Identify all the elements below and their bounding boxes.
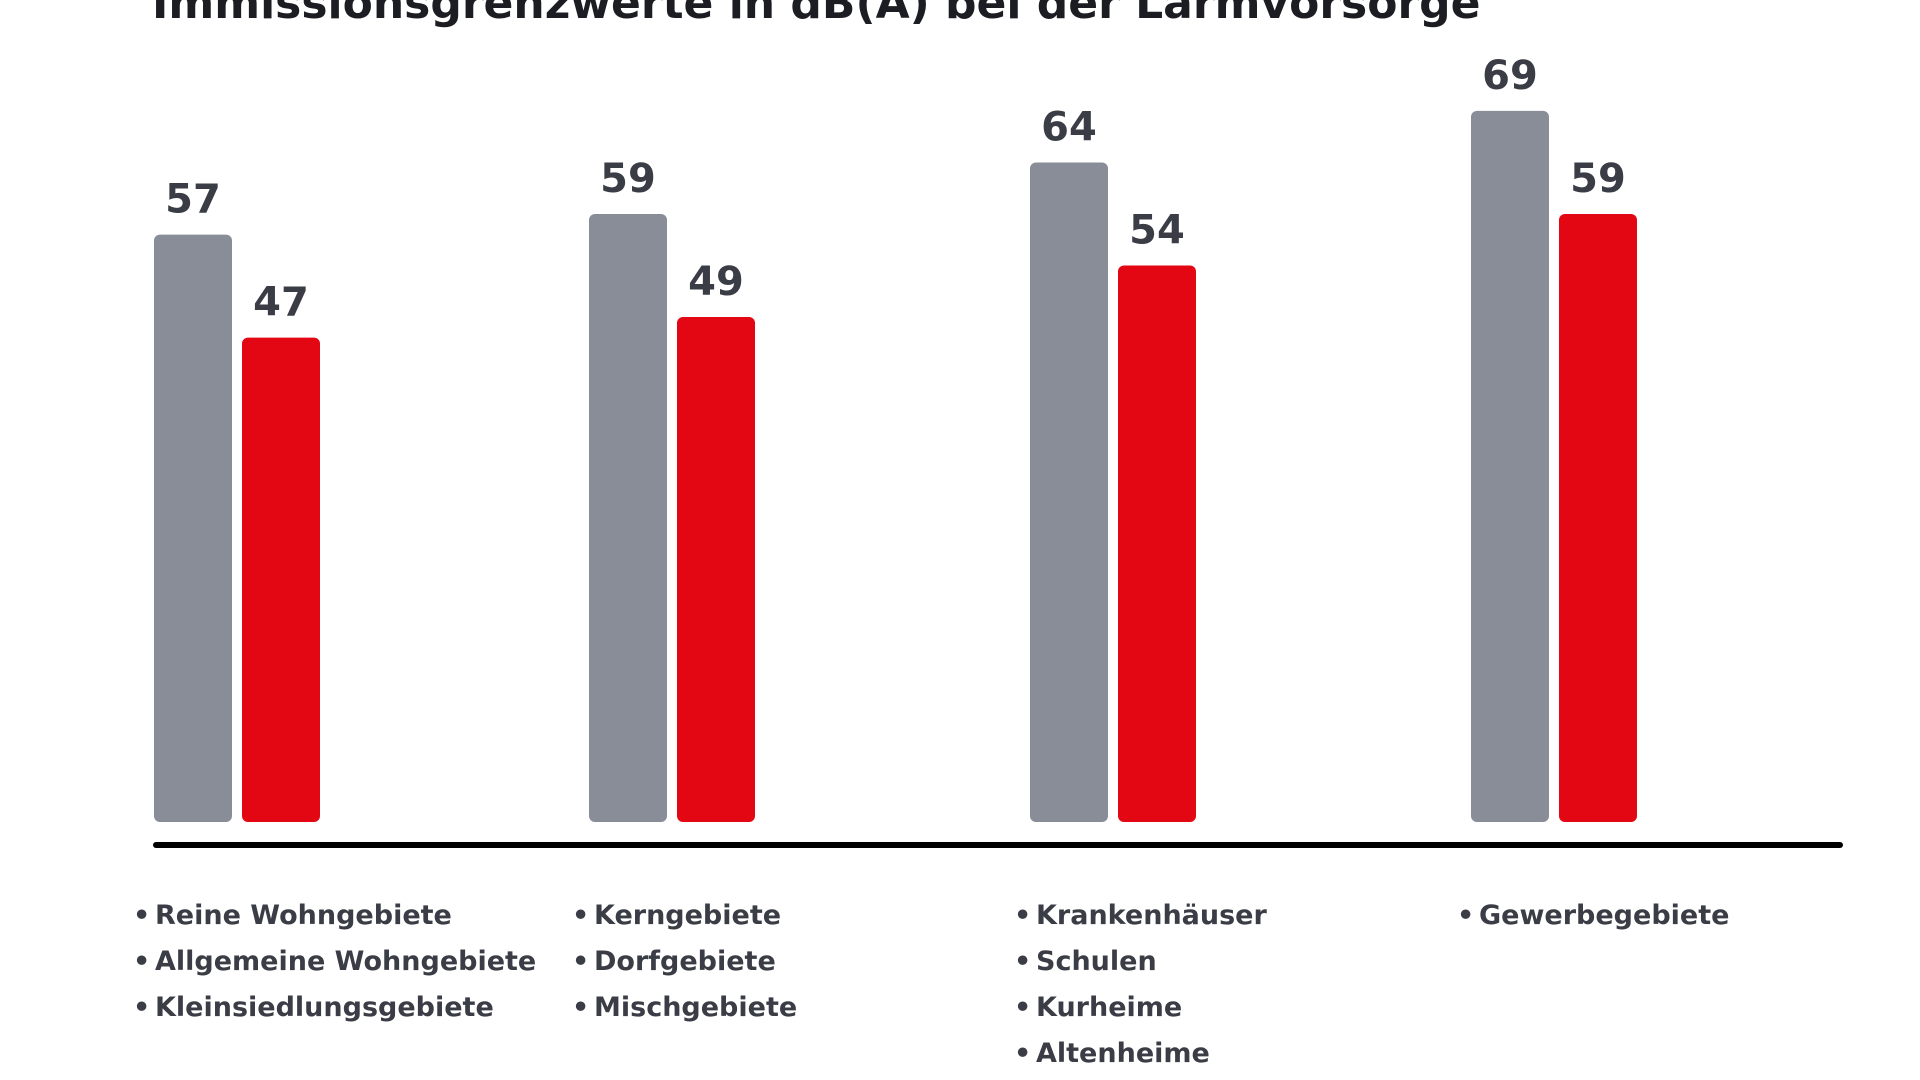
value-label-series2-group1: 47 [253,280,309,326]
bar-series1-group2 [589,213,667,822]
value-label-series1-group4: 69 [1482,53,1538,99]
category-label: Kurheime [1036,992,1183,1023]
value-label-series1-group3: 64 [1041,104,1097,150]
category-item: • Kurheime [1014,985,1267,1031]
bullet-icon: • [133,900,151,931]
bar-series2-group1 [242,337,320,822]
bar-series1-group3 [1030,162,1108,822]
bullet-icon: • [1014,900,1032,931]
category-label: Kerngebiete [594,900,782,931]
bullet-icon: • [1014,992,1032,1023]
category-list-group1: • Reine Wohngebiete • Allgemeine Wohngebiet… [133,893,536,1031]
category-item: • Reine Wohngebiete [133,893,536,939]
category-item: • Dorfgebiete [572,939,797,985]
bullet-icon: • [1457,900,1475,931]
value-labels-layer: 57 59 64 69 47 49 54 59 [165,53,1626,326]
bullet-icon: • [572,900,590,931]
category-item: • Schulen [1014,939,1267,985]
category-list-group3: • Krankenhäuser • Schulen • Kurheime • Altenhei… [1014,893,1267,1077]
bars-layer [154,110,1637,823]
category-label: Kleinsiedlungsgebiete [155,992,494,1023]
chart-title: Immissionsgrenzwerte in dB(A) bei der Lä… [152,0,1481,29]
category-item: • Gewerbegebiete [1457,893,1729,939]
category-item: • Mischgebiete [572,985,797,1031]
value-label-series1-group1: 57 [165,177,221,223]
value-label-series2-group2: 49 [688,259,744,305]
category-item: • Allgemeine Wohngebiete [133,939,536,985]
category-item: • Kerngebiete [572,893,797,939]
bar-series2-group2 [677,317,755,822]
category-label: Mischgebiete [594,992,798,1023]
bullet-icon: • [1014,1038,1032,1069]
category-item: • Krankenhäuser [1014,893,1267,939]
category-label: Altenheime [1036,1038,1210,1069]
category-label: Dorfgebiete [594,946,776,977]
category-label: Schulen [1036,946,1157,977]
category-item: • Kleinsiedlungsgebiete [133,985,536,1031]
category-list-group2: • Kerngebiete • Dorfgebiete • Mischgebiete [572,893,797,1031]
category-item: • Altenheime [1014,1031,1267,1077]
category-label: Krankenhäuser [1036,900,1267,931]
bar-series1-group1 [154,234,232,823]
value-label-series2-group3: 54 [1129,208,1185,254]
category-list-group4: • Gewerbegebiete [1457,893,1729,939]
bullet-icon: • [133,946,151,977]
category-label: Reine Wohngebiete [155,900,452,931]
bar-series2-group3 [1118,265,1196,822]
bullet-icon: • [1014,946,1032,977]
bar-series2-group4 [1559,213,1637,822]
category-label: Allgemeine Wohngebiete [155,946,537,977]
value-label-series2-group4: 59 [1570,156,1626,202]
category-label: Gewerbegebiete [1479,900,1730,931]
bullet-icon: • [572,992,590,1023]
value-label-series1-group2: 59 [600,156,656,202]
bullet-icon: • [572,946,590,977]
bullet-icon: • [133,992,151,1023]
bar-series1-group4 [1471,110,1549,822]
